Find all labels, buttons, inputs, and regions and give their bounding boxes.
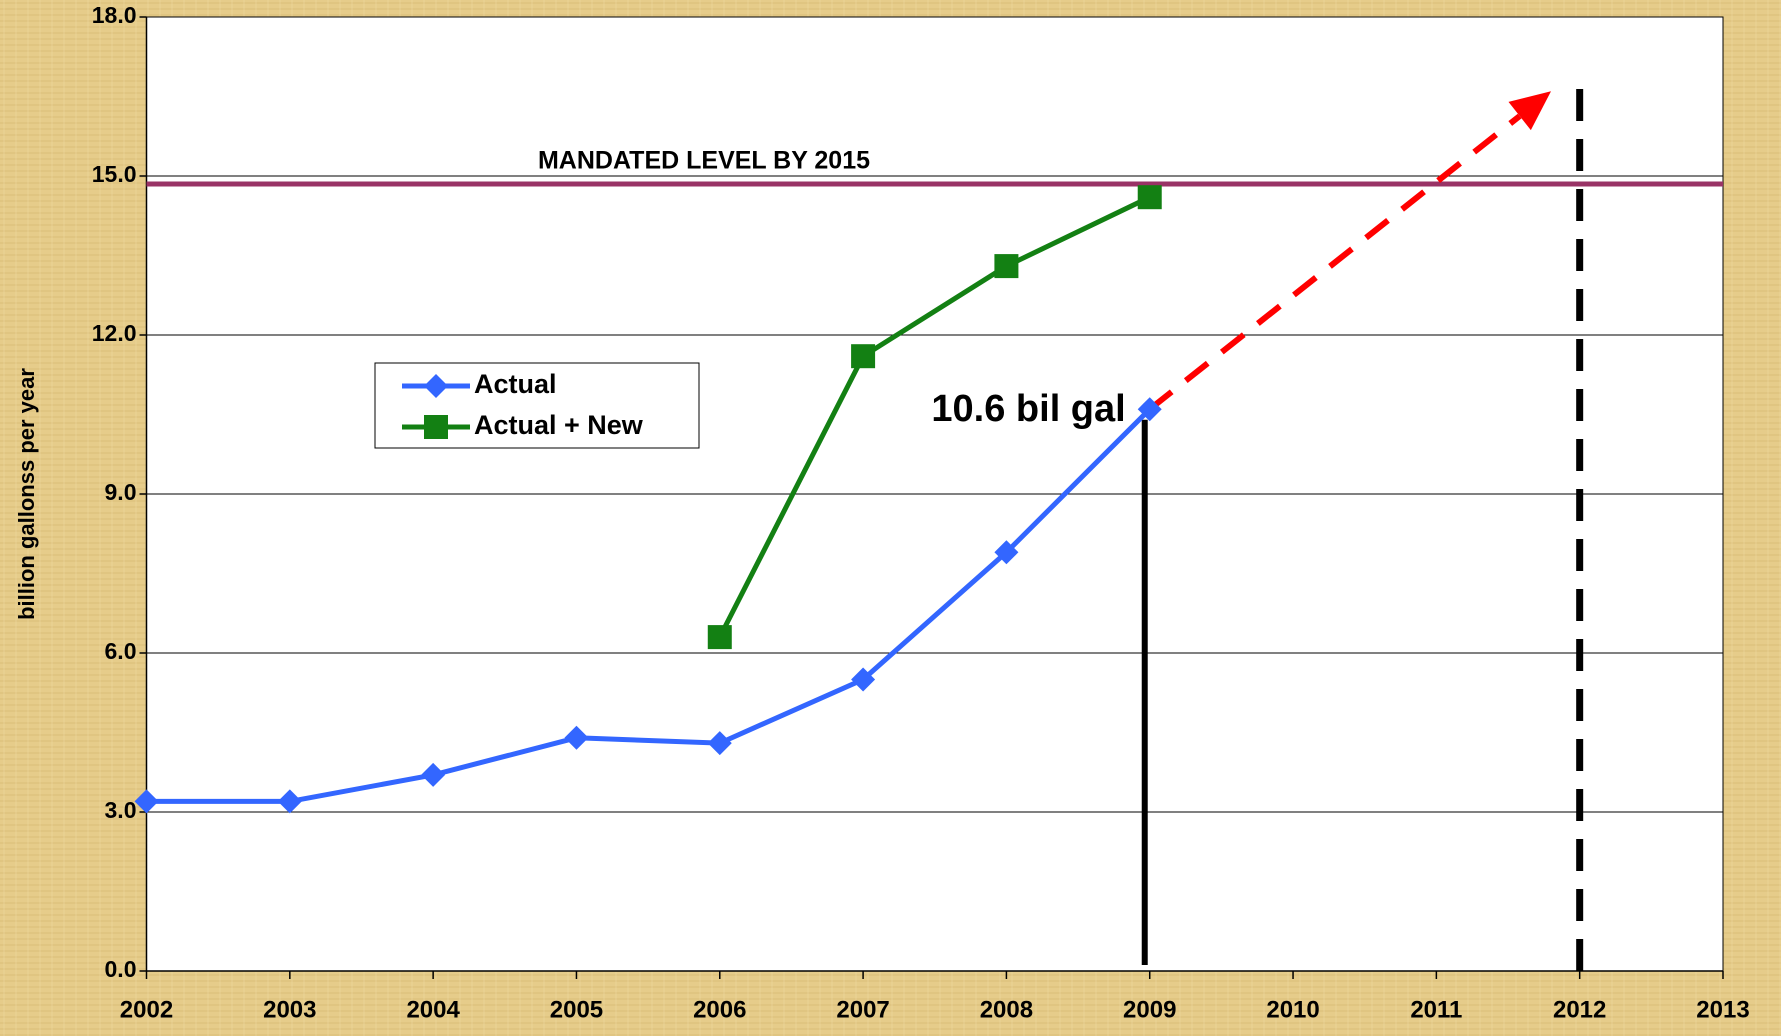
y-tick-label: 3.0 (105, 797, 137, 823)
legend-label: Actual (474, 369, 557, 399)
y-tick-label: 6.0 (105, 638, 137, 664)
marker-diamond (564, 725, 589, 750)
y-axis-label: billion gallonss per year (14, 368, 39, 620)
legend-marker (424, 374, 448, 398)
x-tick-label: 2008 (980, 996, 1033, 1023)
series-line (146, 407, 1152, 804)
marker-square (851, 344, 876, 369)
marker-square (994, 254, 1019, 279)
marker-diamond (994, 540, 1019, 565)
x-tick-label: 2005 (550, 996, 603, 1023)
x-tick-label: 2009 (1123, 996, 1176, 1023)
marker-diamond (421, 762, 446, 787)
marker-square (1137, 185, 1162, 210)
marker-diamond (1137, 397, 1162, 422)
annotation: 10.6 bil gal (931, 388, 1125, 430)
x-tick-label: 2003 (263, 996, 316, 1023)
y-tick-label: 18.0 (92, 2, 137, 28)
x-tick-label: 2011 (1410, 996, 1462, 1023)
legend-label: Actual + New (474, 410, 644, 440)
mandate-label: MANDATED LEVEL BY 2015 (538, 147, 870, 175)
x-tick-label: 2004 (406, 996, 460, 1023)
marker-diamond (851, 667, 876, 692)
projection-line (1147, 113, 1522, 412)
marker-diamond (134, 789, 159, 814)
y-tick-label: 12.0 (92, 320, 137, 346)
y-tick-label: 15.0 (92, 161, 137, 187)
x-tick-label: 2002 (120, 996, 173, 1023)
x-tick-label: 2010 (1266, 996, 1319, 1023)
series-line (717, 194, 1151, 639)
x-tick-label: 2007 (836, 996, 889, 1023)
x-tick-label: 2013 (1696, 996, 1749, 1023)
x-tick-label: 2012 (1553, 996, 1606, 1023)
x-tick-label: 2006 (693, 996, 746, 1023)
marker-square (707, 625, 732, 650)
marker-diamond (277, 789, 302, 814)
y-tick-label: 9.0 (105, 479, 137, 505)
legend-marker (424, 415, 448, 439)
y-tick-label: 0.0 (105, 956, 137, 982)
marker-diamond (707, 731, 732, 756)
projection-arrowhead (1508, 91, 1552, 131)
